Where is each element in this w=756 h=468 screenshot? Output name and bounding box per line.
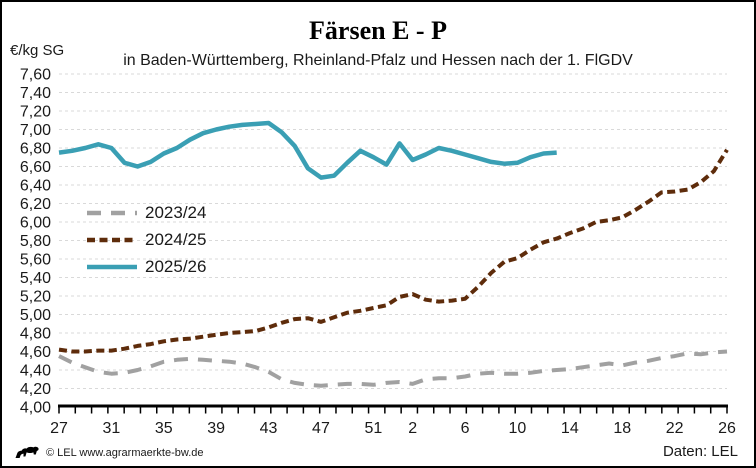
x-tick-label: 47: [312, 420, 330, 437]
y-tick-label: 7,60: [20, 67, 51, 84]
y-tick-label: 6,40: [20, 178, 51, 195]
chart-title: Färsen E - P: [309, 16, 447, 45]
legend-item-2025-26: 2025/26: [86, 253, 206, 280]
y-tick-label: 4,20: [20, 381, 51, 398]
footer-copyright: © LEL www.agrarmaerkte-bw.de: [14, 445, 204, 460]
legend-item-2024-25: 2024/25: [86, 226, 206, 253]
y-tick-label: 4,00: [20, 400, 51, 417]
legend-line-sample-icon: [87, 237, 137, 242]
legend-label: 2025/26: [145, 256, 207, 276]
x-tick-label: 43: [260, 420, 278, 437]
legend-item-2023-24: 2023/24: [86, 199, 206, 226]
y-tick-label: 6,80: [20, 141, 51, 158]
y-tick-label: 5,00: [20, 307, 51, 324]
series-line-2025-26: [58, 120, 557, 180]
x-tick-label: 6: [461, 420, 470, 437]
y-tick-label: 5,80: [20, 233, 51, 250]
y-tick-label: 5,60: [20, 252, 51, 269]
legend: 2023/24 2024/25 2025/26: [86, 199, 206, 280]
legend-line-sample-icon: [87, 210, 137, 215]
y-tick-label: 6,00: [20, 215, 51, 232]
x-tick-label: 39: [207, 420, 225, 437]
x-tick-label: 10: [509, 420, 527, 437]
data-source-label: Daten: LEL: [662, 443, 738, 460]
y-tick-label: 7,40: [20, 85, 51, 102]
chart-subtitle: in Baden-Württemberg, Rheinland-Pfalz un…: [123, 52, 633, 69]
y-tick-label: 4,60: [20, 344, 51, 361]
y-tick-label: 7,00: [20, 122, 51, 139]
y-tick-label: 5,20: [20, 289, 51, 306]
legend-label: 2023/24: [145, 202, 207, 222]
y-tick-label: 4,40: [20, 363, 51, 380]
x-axis-line: [58, 404, 728, 408]
x-tick-label: 27: [50, 420, 68, 437]
series-line-2024-25: [58, 148, 729, 354]
legend-line-sample-icon: [87, 264, 137, 269]
x-tick-label: 26: [718, 420, 736, 437]
y-tick-label: 5,40: [20, 270, 51, 287]
copyright-text: © LEL www.agrarmaerkte-bw.de: [46, 446, 204, 459]
y-tick-label: 4,80: [20, 326, 51, 343]
y-tick-label: 6,60: [20, 159, 51, 176]
x-tick-label: 2: [408, 420, 417, 437]
y-tick-label: 7,20: [20, 104, 51, 121]
series-line-2023-24: [58, 349, 728, 388]
x-tick-label: 35: [155, 420, 173, 437]
x-tick-label: 18: [613, 420, 631, 437]
y-tick-label: 6,20: [20, 196, 51, 213]
x-tick-label: 51: [364, 420, 382, 437]
x-tick-label: 31: [102, 420, 120, 437]
legend-label: 2024/25: [145, 229, 207, 249]
bw-lion-logo-icon: [15, 446, 39, 458]
x-tick-label: 22: [666, 420, 684, 437]
y-axis-unit-label: €/kg SG: [10, 42, 65, 59]
x-tick-label: 14: [561, 420, 579, 437]
